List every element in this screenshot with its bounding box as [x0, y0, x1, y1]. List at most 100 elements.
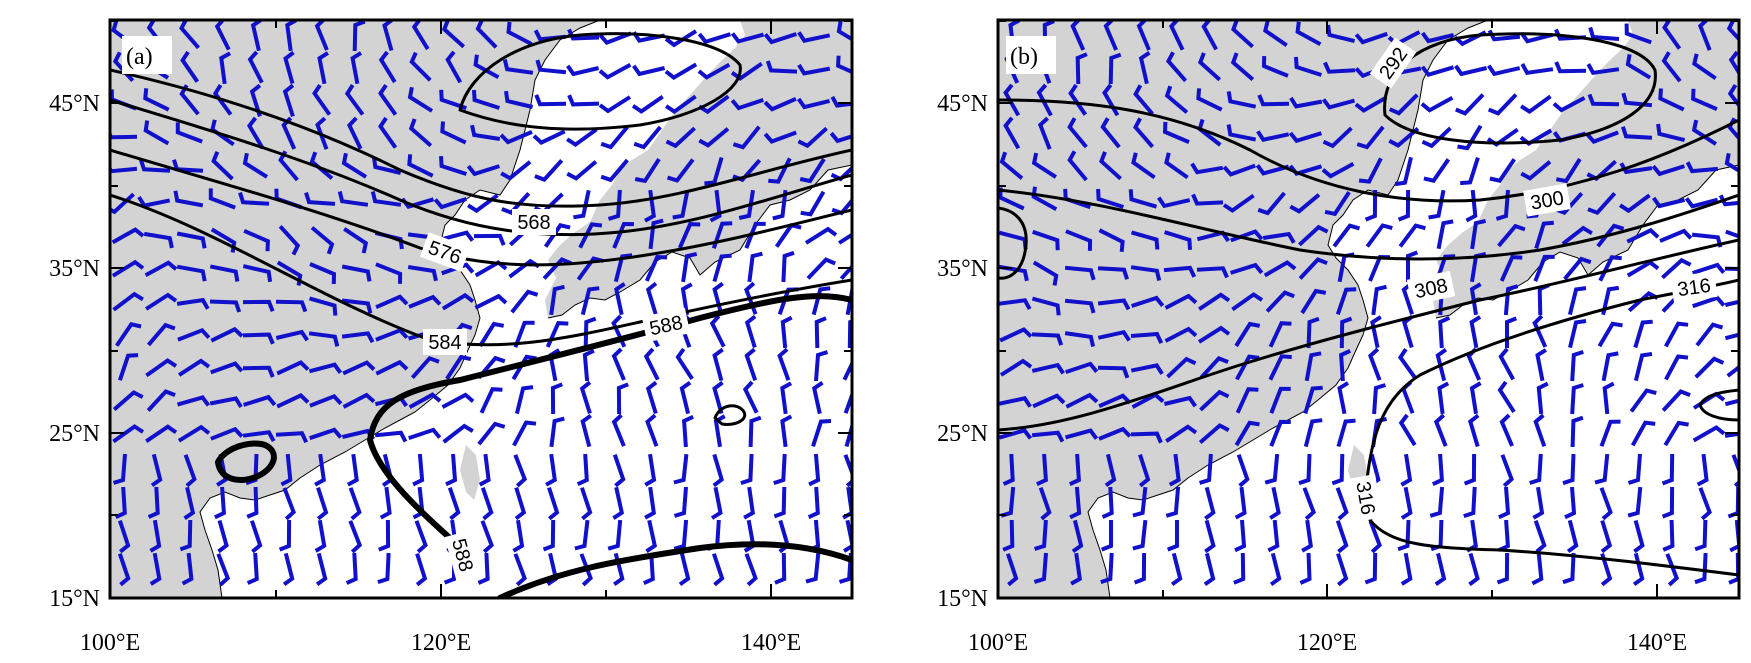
wind-barb [275, 299, 308, 313]
wind-barb [740, 453, 754, 486]
wind-barb [542, 519, 556, 552]
wind-barb [1469, 315, 1482, 349]
x-tick-label: 140°E [741, 630, 801, 656]
wind-barb [343, 227, 369, 254]
wind-barb [1097, 298, 1131, 311]
wind-barb [1364, 552, 1378, 585]
wind-barb [475, 20, 498, 49]
wind-barb [1651, 196, 1686, 209]
wind-barb [243, 228, 270, 252]
wind-barb [1064, 298, 1096, 314]
wind-barb [317, 51, 329, 85]
wind-barb [440, 121, 467, 145]
wind-barb [1298, 453, 1312, 486]
wind-barb [567, 28, 600, 41]
contour-592-loop [215, 440, 277, 483]
wind-barb [280, 453, 293, 487]
wind-barb [1354, 95, 1388, 113]
wind-barb [567, 94, 600, 107]
wind-barb [1199, 356, 1229, 379]
wind-barb [1398, 413, 1417, 447]
wind-barb [811, 286, 831, 316]
wind-barb [999, 151, 1024, 180]
wind-barb [732, 158, 762, 183]
wind-barb [550, 382, 563, 415]
wind-barb [315, 552, 328, 587]
wind-barb [1130, 363, 1164, 375]
wind-barb [1133, 552, 1147, 585]
wind-barb [732, 125, 761, 150]
wind-barb [1198, 423, 1230, 445]
wind-barb [1633, 319, 1653, 349]
wind-barb [1460, 156, 1480, 186]
wind-barb [998, 298, 1032, 311]
wind-barb [1469, 381, 1482, 415]
wind-barb [634, 158, 661, 184]
wind-barb [117, 553, 131, 587]
wind-barb [176, 264, 207, 282]
panel-frame [108, 18, 854, 600]
wind-barb [1231, 20, 1254, 49]
wind-barb [1070, 552, 1082, 586]
svg-text:316: 316 [1676, 275, 1712, 301]
wind-barb [378, 83, 398, 116]
wind-barb [1662, 20, 1682, 50]
wind-barb [814, 316, 827, 349]
contours [110, 32, 852, 598]
wind-barb [1486, 127, 1519, 147]
wind-barb [1554, 61, 1587, 74]
wind-barb [645, 519, 658, 553]
wind-barb [445, 453, 458, 487]
wind-barb [1520, 63, 1554, 75]
y-tick-label: 25°N [49, 421, 100, 447]
wind-barb [1130, 295, 1165, 308]
wind-barb [643, 347, 660, 381]
wind-barb [1263, 260, 1297, 278]
wind-barb [1337, 381, 1350, 415]
wind-barb [177, 424, 211, 443]
wind-barb [347, 116, 363, 150]
wind-barb [1533, 413, 1547, 447]
wind-barb [480, 520, 494, 554]
wind-barb [1203, 552, 1216, 587]
wind-barb [250, 520, 263, 554]
wind-barb [1724, 153, 1739, 173]
wind-barb [1233, 552, 1246, 585]
wind-barb [1434, 552, 1447, 586]
wind-barb [1196, 88, 1223, 112]
wind-barb [1199, 453, 1213, 485]
wind-barb [607, 189, 622, 221]
wind-barb [433, 197, 467, 210]
wind-barb [673, 453, 689, 485]
wind-barb [176, 231, 207, 249]
wind-barb [1100, 552, 1114, 585]
y-tick-labels: 15°N 25°N 35°N 45°N [49, 91, 100, 612]
y-tick-labels: 15°N 25°N 35°N 45°N [937, 91, 988, 612]
wind-barb [1533, 520, 1547, 554]
contour-584 [110, 193, 852, 347]
wind-barb [210, 426, 244, 441]
wind-barb [1684, 197, 1719, 209]
wind-barb [341, 152, 368, 179]
wind-barb [183, 454, 197, 488]
wind-barb [1303, 385, 1323, 415]
wind-barb [1163, 230, 1192, 251]
wind-barb [566, 64, 600, 77]
wind-barb [1619, 193, 1651, 214]
wind-barb [1104, 453, 1117, 488]
wind-barb [600, 125, 629, 150]
wind-barb [1067, 117, 1088, 149]
wind-barb [765, 60, 798, 74]
wind-barb [510, 289, 539, 314]
wind-barb [1164, 152, 1189, 180]
wind-barb [1570, 349, 1584, 382]
panel-label: (a) [126, 44, 153, 70]
x-tick-label: 120°E [1297, 630, 1357, 656]
wind-barb [1098, 393, 1132, 409]
wind-barb [1033, 552, 1048, 584]
wind-barb [1075, 52, 1088, 85]
wind-barb [283, 50, 295, 85]
wind-barb [1695, 322, 1724, 347]
wind-barb [1131, 152, 1156, 180]
wind-barb [535, 59, 567, 75]
